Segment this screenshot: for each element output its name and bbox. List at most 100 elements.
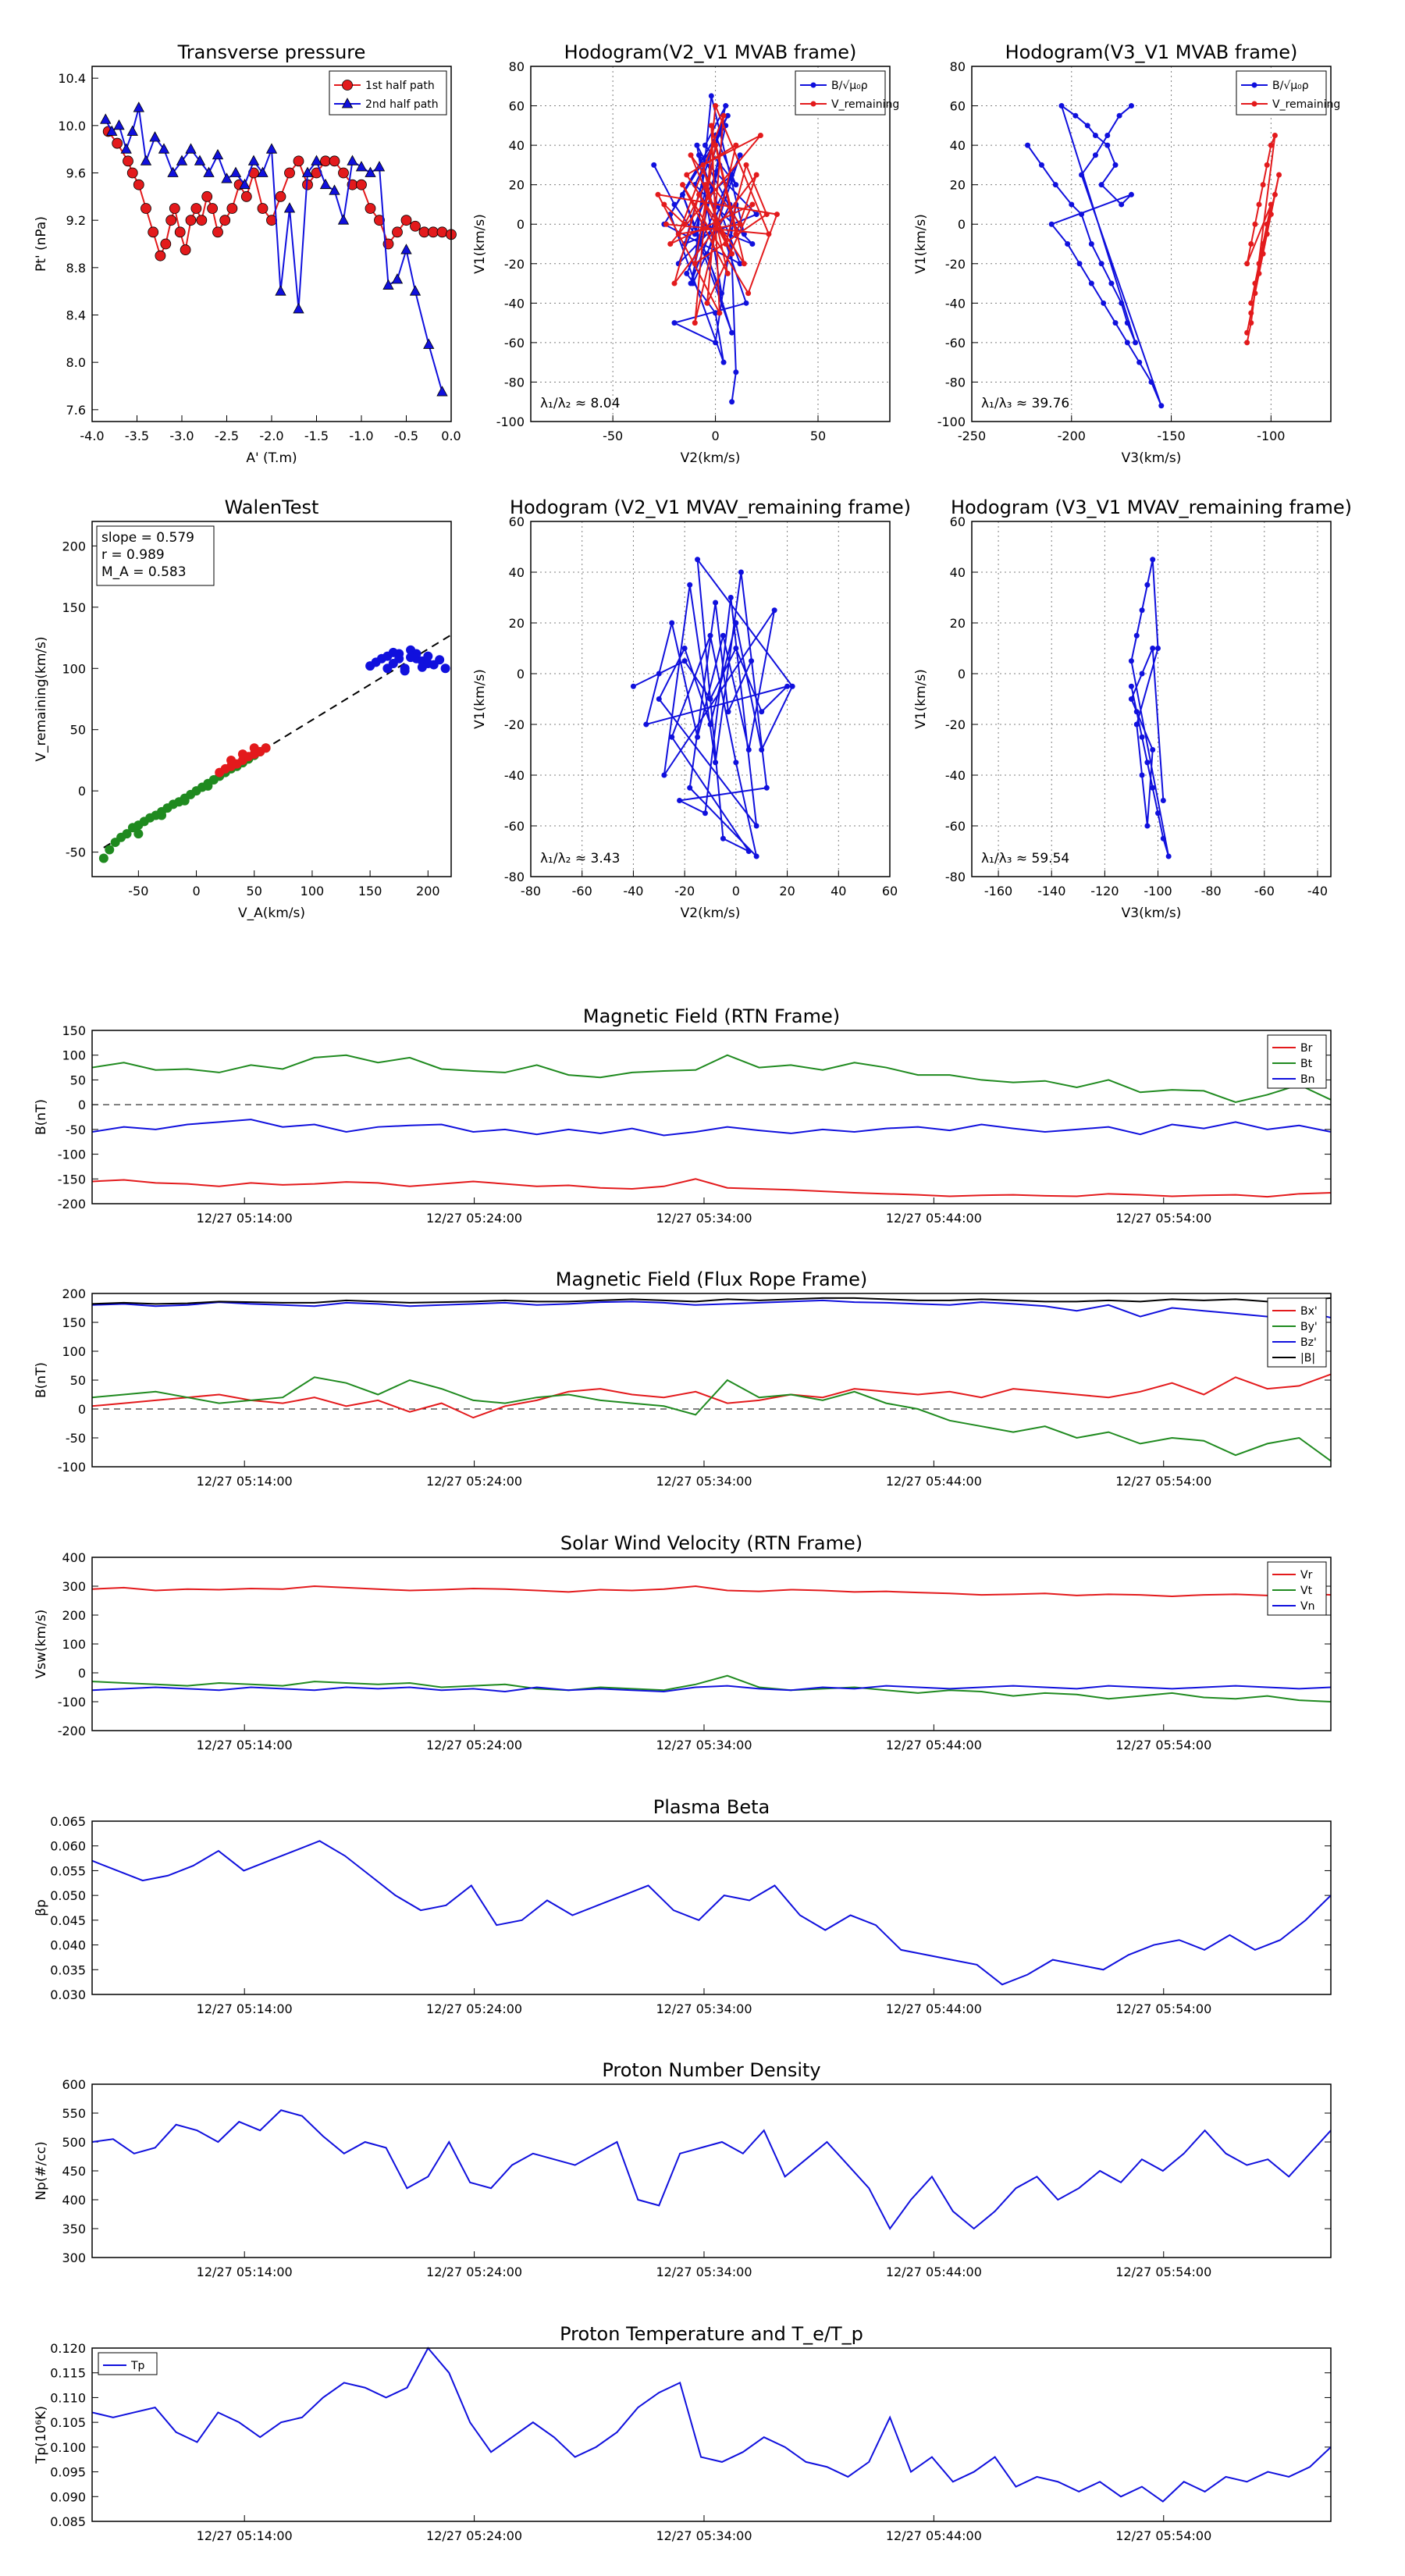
hodo_v2v1-s0-point-3 xyxy=(723,103,729,109)
transverse-s0-point-44 xyxy=(436,226,448,238)
transverse-s0-point-39 xyxy=(392,226,403,238)
walen-ytick-label-5: 200 xyxy=(62,539,86,553)
transverse-s0-point-14 xyxy=(190,203,202,214)
beta-plot-frame xyxy=(91,1820,1332,1995)
transverse-ytick-label-4: 9.2 xyxy=(66,213,86,228)
hodo_v2v1-s0-point-9 xyxy=(696,152,702,158)
hodo_v3v1_rem-s0-point-16 xyxy=(1144,823,1151,829)
hodo_v3v1-s0-point-33 xyxy=(1116,112,1122,119)
hodo_v3v1_rem-ytick-label-7: 60 xyxy=(950,514,966,529)
magfr-chart: 200 150 100 50 0 -50 -100 12/27 05:14:00 12/27 0… xyxy=(34,1268,1332,1489)
walen-s1-point-8 xyxy=(261,743,271,753)
hodo_v2v1_rem-plot-frame xyxy=(530,521,891,877)
transverse-s1-point-20 xyxy=(265,143,278,154)
hodo_v2v1-xtick-label-2: 50 xyxy=(810,429,826,443)
hodo_v2v1_rem-xtick-label-5: 20 xyxy=(779,884,795,898)
transverse-s0-point-8 xyxy=(160,238,172,250)
hodo_v2v1-s1-point-30 xyxy=(684,172,690,178)
tp-ytick-label-2: 0.110 xyxy=(50,2390,86,2405)
magrtn-xtick-label-2: 12/27 05:34:00 xyxy=(656,1211,752,1226)
hodo_v3v1_rem-xlabel: V3(km/s) xyxy=(1122,906,1182,921)
walen-title: WalenTest xyxy=(225,496,319,518)
magrtn-legend-label-1: Bt xyxy=(1300,1058,1313,1070)
hodo_v3v1-s1-point-21 xyxy=(1268,142,1274,148)
hodo_v3v1-s1-point-17 xyxy=(1252,221,1258,227)
transverse-s0-point-10 xyxy=(169,203,180,214)
magfr-series-Bx' xyxy=(91,1373,1332,1419)
hodo_v3v1_rem-ytick-label-3: -20 xyxy=(945,717,966,732)
hodo_v3v1_rem-s0-point-7 xyxy=(1165,853,1172,859)
walen-ytick-label-3: 100 xyxy=(62,661,86,676)
np-xtick-label-0: 12/27 05:14:00 xyxy=(197,2265,293,2279)
magrtn-ylabel: B(nT) xyxy=(34,1099,49,1135)
np-ytick-label-6: 300 xyxy=(62,2250,86,2265)
transverse-s1-point-34 xyxy=(391,273,404,284)
vsw-chart: 400 300 200 100 0 -100 -200 12/27 05:14:00 12/27… xyxy=(34,1532,1332,1752)
hodo_v2v1_rem-s0-point-33 xyxy=(733,760,739,766)
transverse-plot-frame xyxy=(91,66,452,422)
tp-xtick-label-4: 12/27 05:54:00 xyxy=(1115,2528,1211,2543)
walen-s2-point-12 xyxy=(435,655,445,665)
hodo_v2v1_rem-ytick-label-0: -80 xyxy=(504,870,525,884)
hodo_v2v1-s0-point-34 xyxy=(718,290,724,297)
hodo_v2v1-legend-marker-point-1 xyxy=(810,101,816,107)
hodo_v2v1-s0-point-32 xyxy=(729,329,735,336)
hodo_v2v1_rem-s0-point-38 xyxy=(749,658,755,664)
vsw-legend xyxy=(1267,1561,1327,1616)
hodo_v3v1-xtick-label-3: -100 xyxy=(1257,429,1285,443)
hodo_v2v1_rem-s0-point-7 xyxy=(643,721,649,728)
magfr-xtick-label-3: 12/27 05:44:00 xyxy=(886,1474,982,1489)
magrtn-title: Magnetic Field (RTN Frame) xyxy=(583,1005,840,1027)
hodo_v3v1_rem-s0-point-10 xyxy=(1139,607,1145,614)
walen-stats-1: r = 0.989 xyxy=(101,547,165,563)
hodo_v2v1_rem-s0-point-14 xyxy=(687,582,693,588)
hodo_v2v1-ytick-label-3: -40 xyxy=(504,296,525,311)
hodo_v3v1_rem-s0-point-20 xyxy=(1150,646,1156,651)
transverse-s1-point-0 xyxy=(100,113,112,124)
hodo_v3v1_rem-s0-point-21 xyxy=(1160,798,1166,803)
transverse-s1-point-14 xyxy=(212,148,224,160)
hodo_v3v1-s1-point-7 xyxy=(1272,191,1278,197)
vsw-title: Solar Wind Velocity (RTN Frame) xyxy=(560,1532,863,1554)
transverse-legend-label-1: 2nd half path xyxy=(365,98,439,111)
hodo_v3v1-ytick-label-4: -20 xyxy=(945,257,966,272)
vsw-xtick-label-0: 12/27 05:14:00 xyxy=(197,1738,293,1752)
hodo_v3v1_rem-s0-point-0 xyxy=(1128,683,1134,689)
hodo_v2v1-s0-point-1 xyxy=(671,201,678,208)
hodo_v2v1-s1-point-8 xyxy=(733,231,739,237)
beta-xtick-label-0: 12/27 05:14:00 xyxy=(197,2001,293,2016)
hodo_v3v1_rem-ytick-label-5: 20 xyxy=(950,616,966,631)
beta-xtick-label-3: 12/27 05:44:00 xyxy=(886,2001,982,2016)
hodo_v2v1-s1-point-0 xyxy=(661,201,667,208)
hodo_v2v1-ytick-label-0: -100 xyxy=(496,415,525,429)
hodo_v2v1_rem-s0-point-8 xyxy=(669,620,675,626)
magrtn-ytick-label-4: -50 xyxy=(66,1123,86,1137)
transverse-title: Transverse pressure xyxy=(177,41,366,63)
hodo_v2v1_rem-s0-point-4 xyxy=(733,646,739,651)
hodo_v3v1_rem-title: Hodogram (V3_V1 MVAV_remaining frame) xyxy=(951,496,1352,518)
hodo_v3v1_rem-ytick-label-1: -60 xyxy=(945,819,966,834)
transverse-xtick-label-0: -4.0 xyxy=(80,429,104,443)
hodo_v3v1-ytick-label-9: 80 xyxy=(950,59,966,74)
hodo_v3v1-s1-point-0 xyxy=(1244,329,1250,336)
walen-s0-point-1 xyxy=(105,845,115,855)
hodo_v2v1-s1-point-16 xyxy=(720,112,727,119)
transverse-s0-point-42 xyxy=(418,226,430,238)
hodo_v2v1-s0-point-5 xyxy=(733,182,739,188)
hodo_v3v1-ytick-label-7: 40 xyxy=(950,138,966,153)
hodo_v3v1_rem-s0-point-13 xyxy=(1155,646,1161,651)
hodo_v2v1_rem-s0-point-6 xyxy=(784,683,791,689)
transverse-xlabel: A' (T.m) xyxy=(246,450,297,466)
magrtn-xtick-label-0: 12/27 05:14:00 xyxy=(197,1211,293,1226)
hodo_v2v1-annotation: λ₁/λ₂ ≈ 8.04 xyxy=(540,396,620,411)
transverse-xtick-label-8: 0.0 xyxy=(441,429,461,443)
transverse-ytick-label-0: 7.6 xyxy=(66,403,86,418)
hodo_v2v1-legend-marker-point-0 xyxy=(810,82,816,88)
np-series-Np xyxy=(91,2109,1332,2230)
transverse-s0-point-33 xyxy=(338,167,349,179)
hodo_v3v1-legend xyxy=(1236,70,1327,116)
hodo_v2v1_rem-s0-point-24 xyxy=(707,721,713,728)
transverse-s0-point-24 xyxy=(257,203,269,214)
hodo_v3v1_rem-s0-point-2 xyxy=(1139,734,1145,740)
